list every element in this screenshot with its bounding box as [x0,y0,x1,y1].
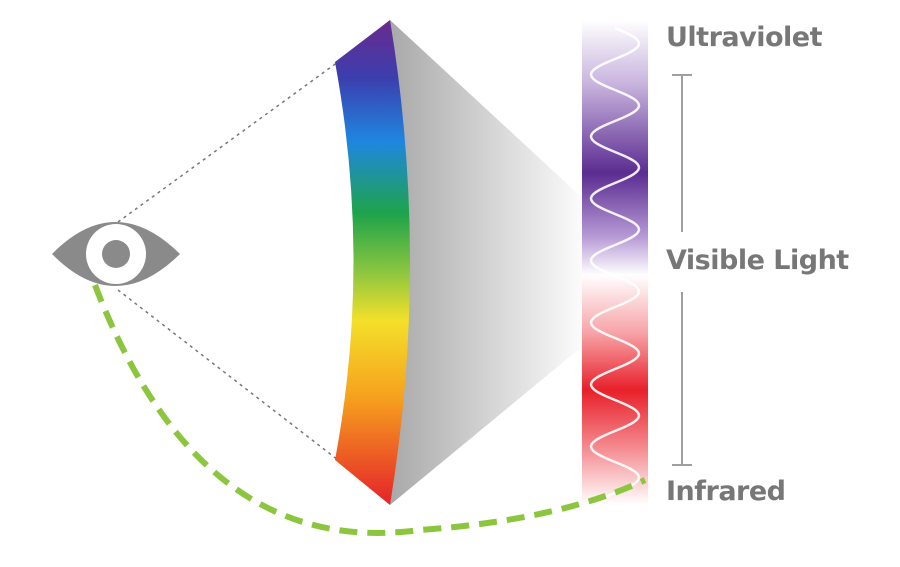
visible-light-label: Visible Light [666,245,849,276]
bracket-lower [672,292,692,466]
light-beam [390,20,590,505]
infrared-label: Infrared [666,476,786,507]
visible-spectrum-band [335,20,410,505]
bracket-upper [672,74,692,232]
view-line-top [117,61,339,223]
wave-line [589,26,641,502]
infrared-band [582,275,648,505]
ultraviolet-label: Ultraviolet [666,22,823,53]
eye-icon [52,222,180,286]
view-line-bottom [117,289,339,461]
infrared-arc [92,283,647,536]
